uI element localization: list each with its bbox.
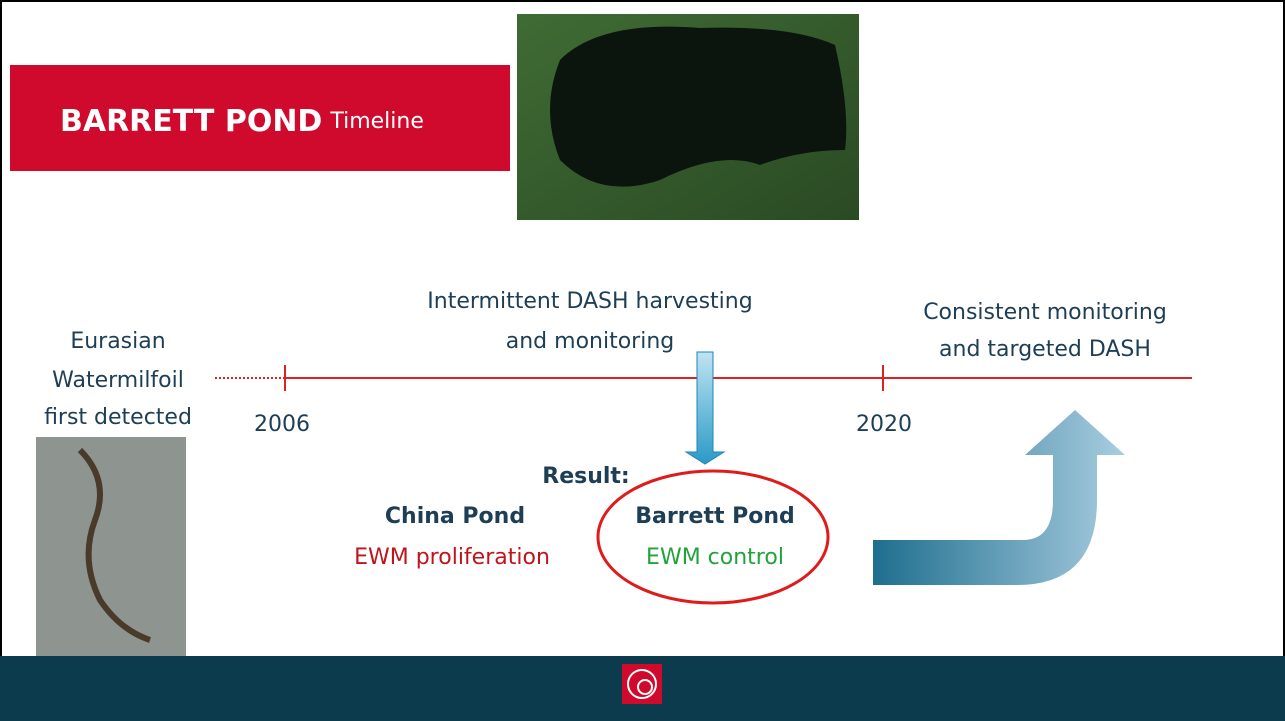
pond-name: Barrett Pond <box>635 504 795 529</box>
title: BARRETT POND Timeline <box>60 104 424 139</box>
middle-label: and monitoring <box>506 329 674 354</box>
curved-arrow <box>873 410 1125 585</box>
timeline <box>215 365 1192 391</box>
end-label: and targeted DASH <box>939 337 1151 362</box>
pond-outcome: EWM proliferation <box>354 545 550 570</box>
title-band <box>10 65 510 171</box>
aerial-photo <box>517 14 859 220</box>
pond-outcome: EWM control <box>646 545 784 570</box>
result-heading: Result: <box>542 464 629 489</box>
down-arrow <box>684 351 726 465</box>
milfoil-photo <box>36 437 186 657</box>
year-label: 2020 <box>856 412 912 437</box>
year-label: 2006 <box>254 412 310 437</box>
middle-label: Intermittent DASH harvesting <box>427 289 752 314</box>
footer-logo <box>622 664 662 704</box>
start-label: Watermilfoil <box>52 368 184 393</box>
highlight-ellipse <box>596 469 830 605</box>
start-label: Eurasian <box>70 329 165 354</box>
end-label: Consistent monitoring <box>923 300 1167 325</box>
pond-name: China Pond <box>385 504 525 529</box>
start-label: first detected <box>44 405 192 430</box>
